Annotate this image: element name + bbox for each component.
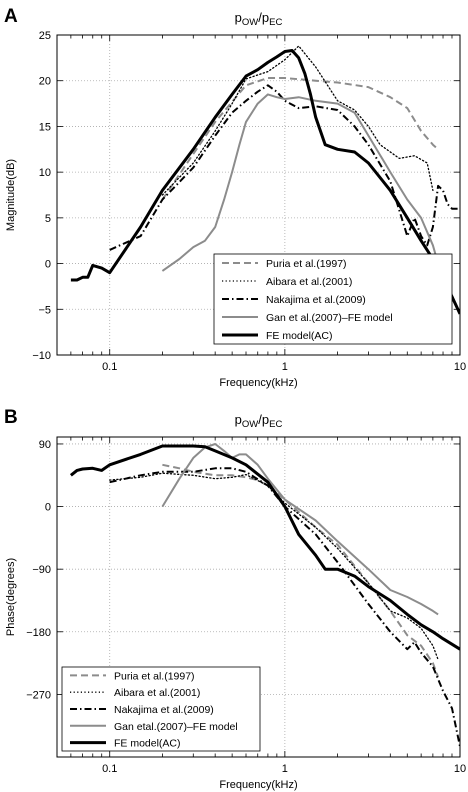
x-tick-label: 0.1: [102, 361, 117, 373]
y-tick-label: 25: [39, 30, 51, 42]
series-line-4: [69, 444, 460, 651]
series-line-2: [109, 467, 460, 747]
y-tick-label: −180: [26, 627, 51, 639]
legend-label: FE model(AC): [114, 738, 181, 750]
y-tick-label: 0: [45, 259, 51, 271]
x-axis-label: Frequency(kHz): [219, 779, 297, 791]
y-tick-label: 20: [39, 76, 51, 88]
x-tick-label: 1: [282, 361, 288, 373]
plot-frame: [56, 436, 461, 758]
y-tick-label: −10: [32, 350, 51, 362]
legend-label: Nakajima et al.(2009): [114, 704, 214, 716]
legend-label: Nakajima et al.(2009): [266, 294, 366, 306]
legend-label: Aibara et al.(2001): [114, 687, 200, 699]
y-tick-label: −90: [32, 564, 51, 576]
plot-frame: [56, 34, 461, 356]
y-tick-label: −5: [38, 304, 51, 316]
legend: Puria et al.(1997) Aibara et al.(2001) Nak…: [61, 666, 261, 752]
series-group: [69, 443, 460, 747]
y-tick-label: 10: [39, 167, 51, 179]
panel-b-chart: 0.1 1 10 90 0 −90 −180 −270 Frequency(kHz) Phase(…: [4, 407, 466, 791]
legend: Puria et al.(1997) Aibara et al.(2001) Nak…: [213, 253, 453, 345]
series-line-0: [161, 77, 439, 201]
chart-title: pOW​/pEC​: [235, 412, 283, 430]
panel-letter: B: [4, 407, 18, 428]
series-line-2: [109, 84, 460, 251]
series-line-4: [70, 49, 460, 315]
x-axis-label: Frequency(kHz): [219, 377, 297, 389]
chart-title: pOW​/pEC​: [235, 10, 283, 28]
series-line-0: [162, 463, 440, 678]
x-tick-label: 0.1: [102, 763, 117, 775]
x-tick-label: 1: [282, 763, 288, 775]
series-line-1: [161, 45, 434, 196]
series-line-1: [109, 472, 439, 661]
y-tick-label: 90: [39, 439, 51, 451]
series-line-3: [161, 93, 440, 272]
panel-a-chart: 0.1 1 10 −10 −5 0 5 10 15 20 25 Frequency(kHz) Magni…: [4, 6, 466, 389]
y-axis-label: Phase(degrees): [5, 558, 17, 636]
x-tick-label: 10: [454, 361, 466, 373]
series-group: [70, 45, 460, 315]
legend-label: Aibara et al.(2001): [266, 276, 352, 288]
legend-label: Puria et al.(1997): [114, 670, 195, 682]
series-line-3: [161, 443, 439, 616]
y-tick-label: 0: [45, 502, 51, 514]
y-tick-label: −270: [26, 689, 51, 701]
y-axis-label: Magnitude(dB): [5, 159, 17, 231]
legend-label: Puria et al.(1997): [266, 258, 347, 270]
x-tick-label: 10: [454, 763, 466, 775]
legend-label: Gan etal.(2007)–FE model: [114, 721, 238, 733]
legend-label: Gan et al.(2007)–FE model: [266, 312, 393, 324]
y-tick-label: 15: [39, 121, 51, 133]
y-tick-label: 5: [45, 213, 51, 225]
legend-label: FE model(AC): [266, 330, 333, 342]
panel-letter: A: [4, 6, 18, 27]
